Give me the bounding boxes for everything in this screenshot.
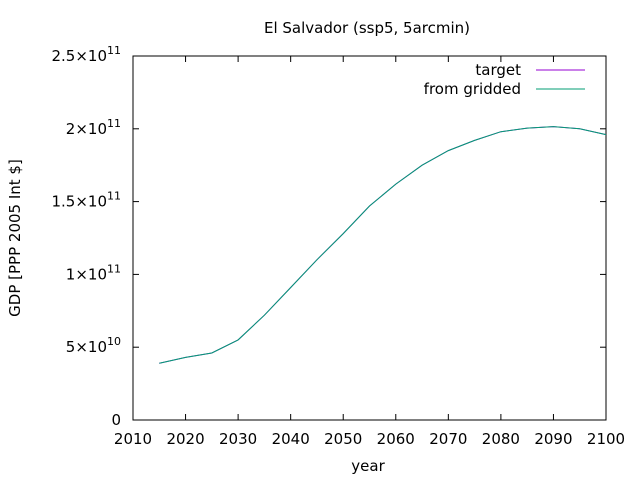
- legend-label: from gridded: [424, 80, 521, 98]
- series-line-0: [159, 126, 607, 364]
- x-tick-label: 2100: [587, 430, 625, 448]
- y-tick-mantissa: 2.5×10: [51, 47, 107, 65]
- y-tick-mantissa: 5×10: [66, 338, 107, 356]
- x-tick-label: 2030: [219, 430, 257, 448]
- y-tick-exponent: 11: [107, 44, 121, 57]
- x-axis-label: year: [351, 457, 385, 475]
- x-tick-label: 2070: [429, 430, 467, 448]
- x-axis-ticks: 2010 2020 2030 2040 2050 2060 2070 2080 2090 2100: [114, 56, 625, 448]
- x-tick-label: 2040: [272, 430, 310, 448]
- x-tick-label: 2020: [166, 430, 204, 448]
- x-tick-label: 2080: [482, 430, 520, 448]
- y-tick-label: 1×1011: [66, 262, 121, 283]
- y-tick-mantissa: 0: [111, 411, 121, 429]
- y-tick-exponent: 11: [107, 190, 121, 203]
- y-tick-label: 2.5×1011: [51, 44, 121, 65]
- series-line-1: [159, 126, 607, 364]
- y-tick-exponent: 11: [107, 117, 121, 130]
- chart-title: El Salvador (ssp5, 5arcmin): [264, 19, 470, 37]
- y-tick-exponent: 11: [107, 262, 121, 275]
- y-tick-label: 2×1011: [66, 117, 121, 138]
- x-tick-label: 2060: [377, 430, 415, 448]
- x-tick-label: 2010: [114, 430, 152, 448]
- x-tick-label: 2050: [324, 430, 362, 448]
- y-tick-label: 1.5×1011: [51, 190, 121, 211]
- series-layer: [159, 126, 607, 364]
- y-tick-mantissa: 2×10: [66, 120, 107, 138]
- y-tick-mantissa: 1×10: [66, 265, 107, 283]
- x-tick-label: 2090: [534, 430, 572, 448]
- y-axis-label: GDP [PPP 2005 Int $]: [6, 159, 24, 317]
- legend-label: target: [475, 61, 521, 79]
- y-tick-exponent: 10: [107, 335, 121, 348]
- y-tick-mantissa: 1.5×10: [51, 193, 107, 211]
- y-tick-label: 0: [111, 411, 121, 429]
- plot-frame: [132, 55, 607, 421]
- y-tick-label: 5×1010: [66, 335, 121, 356]
